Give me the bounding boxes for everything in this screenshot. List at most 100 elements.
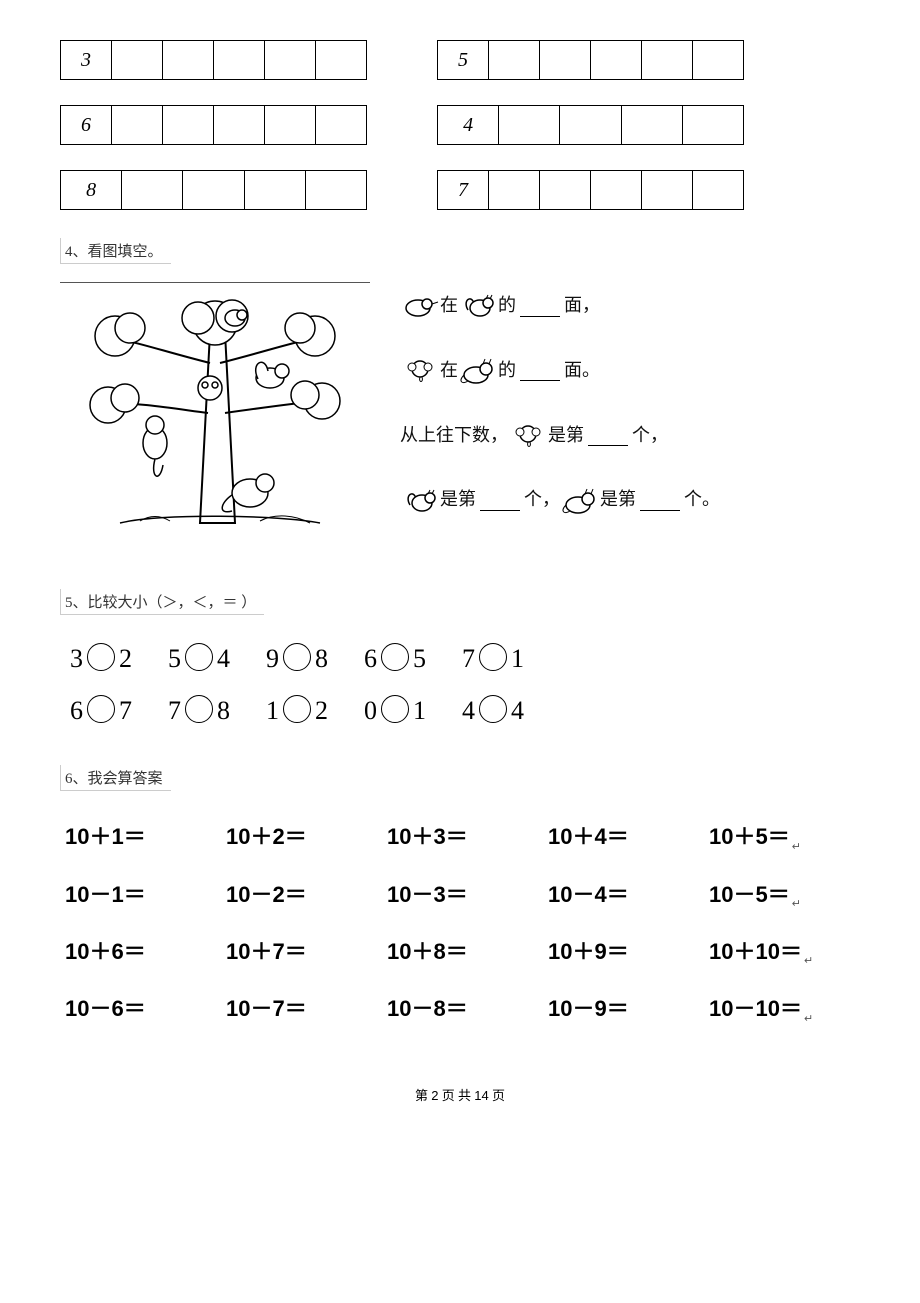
compare-circle[interactable]	[185, 695, 213, 723]
compare-pair: 44	[462, 685, 524, 737]
compare-circle[interactable]	[381, 643, 409, 671]
arith-cell[interactable]: 10－7＝	[226, 991, 377, 1024]
number-table: 3	[60, 40, 367, 80]
arith-cell[interactable]: 10－9＝	[548, 991, 699, 1024]
arith-cell[interactable]: 10－6＝	[65, 991, 216, 1024]
return-mark: ↵	[792, 841, 801, 853]
table-cell[interactable]	[642, 41, 693, 80]
q4-text: 在 的 面， 在 的 面。 从上往下数， 是第 个，	[400, 282, 720, 541]
return-mark: ↵	[804, 1013, 813, 1025]
arith-cell[interactable]: 10＋10＝↵	[709, 934, 860, 967]
compare-pair: 67	[70, 685, 132, 737]
blank[interactable]	[520, 359, 560, 382]
compare-circle[interactable]	[283, 643, 311, 671]
table-cell[interactable]	[560, 106, 621, 145]
arith-cell[interactable]: 10－5＝↵	[709, 877, 860, 910]
table-cell[interactable]	[214, 106, 265, 145]
table-cell[interactable]	[305, 171, 366, 210]
compare-circle[interactable]	[479, 695, 507, 723]
arith-cell[interactable]: 10－3＝	[387, 877, 538, 910]
arith-cell[interactable]: 10＋3＝	[387, 819, 538, 852]
compare-circle[interactable]	[87, 695, 115, 723]
table-cell[interactable]	[499, 106, 560, 145]
table-cell[interactable]	[112, 106, 163, 145]
arithmetic-grid: 10＋1＝ 10＋2＝ 10＋3＝ 10＋4＝ 10＋5＝↵ 10－1＝ 10－2＝ 10－3…	[65, 819, 860, 1025]
table-cell[interactable]	[621, 106, 682, 145]
compare-block: 32 54 98 65 71 67 78 12 01 44	[70, 633, 860, 737]
arith-cell[interactable]: 10＋4＝	[548, 819, 699, 852]
arith-cell[interactable]: 10＋6＝	[65, 934, 216, 967]
page-footer: 第 2 页 共 14 页	[60, 1085, 860, 1104]
compare-circle[interactable]	[479, 643, 507, 671]
arith-cell[interactable]: 10＋9＝	[548, 934, 699, 967]
table-cell[interactable]	[265, 41, 316, 80]
table-cell: 6	[61, 106, 112, 145]
compare-pair: 98	[266, 633, 328, 685]
table-cell: 4	[438, 106, 499, 145]
blank[interactable]	[640, 488, 680, 511]
arith-cell[interactable]: 10－1＝	[65, 877, 216, 910]
compare-circle[interactable]	[381, 695, 409, 723]
table-cell[interactable]	[244, 171, 305, 210]
compare-pair: 32	[70, 633, 132, 685]
table-cell[interactable]	[489, 41, 540, 80]
monkey-icon	[508, 420, 548, 450]
return-mark: ↵	[804, 955, 813, 967]
blank[interactable]	[480, 488, 520, 511]
number-table: 5	[437, 40, 744, 80]
table-cell[interactable]	[122, 171, 183, 210]
number-table: 6	[60, 105, 367, 145]
tables-left: 3 6 8	[60, 40, 367, 210]
compare-pair: 12	[266, 685, 328, 737]
arith-cell[interactable]: 10＋5＝↵	[709, 819, 860, 852]
table-cell: 5	[438, 41, 489, 80]
table-cell[interactable]	[540, 171, 591, 210]
table-cell[interactable]	[489, 171, 540, 210]
arith-cell[interactable]: 10＋1＝	[65, 819, 216, 852]
compare-pair: 01	[364, 685, 426, 737]
arith-cell[interactable]: 10－2＝	[226, 877, 377, 910]
q6-label: 6、我会算答案	[60, 765, 171, 791]
monkey-icon	[400, 355, 440, 385]
squirrel-icon	[458, 290, 498, 320]
table-cell[interactable]	[591, 41, 642, 80]
arith-cell[interactable]: 10＋2＝	[226, 819, 377, 852]
bird-icon	[400, 290, 440, 320]
table-cell[interactable]	[316, 106, 367, 145]
table-cell[interactable]	[682, 106, 743, 145]
table-cell[interactable]	[163, 41, 214, 80]
compare-pair: 71	[462, 633, 524, 685]
squirrel-icon	[400, 485, 440, 515]
arith-cell[interactable]: 10＋8＝	[387, 934, 538, 967]
arith-cell[interactable]: 10＋7＝	[226, 934, 377, 967]
table-cell[interactable]	[693, 171, 744, 210]
compare-pair: 65	[364, 633, 426, 685]
compare-circle[interactable]	[87, 643, 115, 671]
compare-circle[interactable]	[185, 643, 213, 671]
table-cell[interactable]	[163, 106, 214, 145]
compare-pair: 54	[168, 633, 230, 685]
table-cell: 3	[61, 41, 112, 80]
table-cell[interactable]	[214, 41, 265, 80]
table-cell[interactable]	[316, 41, 367, 80]
table-cell: 7	[438, 171, 489, 210]
blank[interactable]	[520, 294, 560, 317]
table-cell[interactable]	[540, 41, 591, 80]
table-cell[interactable]	[591, 171, 642, 210]
table-cell: 8	[61, 171, 122, 210]
compare-circle[interactable]	[283, 695, 311, 723]
table-cell[interactable]	[265, 106, 316, 145]
arith-cell[interactable]: 10－10＝↵	[709, 991, 860, 1024]
tables-right: 5 4 7	[437, 40, 744, 210]
number-table: 8	[60, 170, 367, 210]
table-cell[interactable]	[112, 41, 163, 80]
arith-cell[interactable]: 10－8＝	[387, 991, 538, 1024]
table-cell[interactable]	[642, 171, 693, 210]
table-cell[interactable]	[183, 171, 244, 210]
arith-cell[interactable]: 10－4＝	[548, 877, 699, 910]
table-cell[interactable]	[693, 41, 744, 80]
blank[interactable]	[588, 424, 628, 447]
compare-pair: 78	[168, 685, 230, 737]
tree-illustration	[60, 282, 370, 533]
q5-label: 5、比较大小（＞，＜，＝ ）	[60, 589, 264, 615]
